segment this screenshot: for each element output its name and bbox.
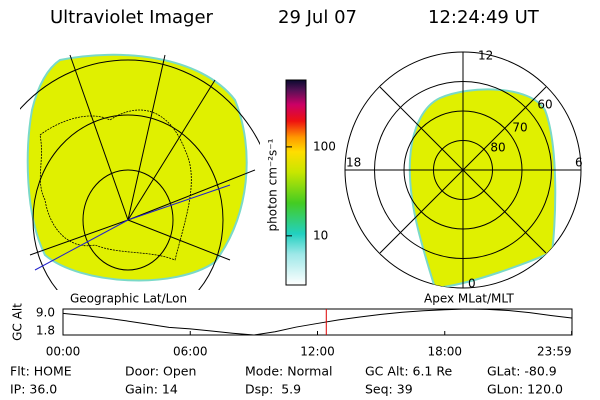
status-field: GLat: -80.9 [487,364,557,379]
status-field: GC Alt: 6.1 Re [365,364,452,379]
x-tick-label: 12:00 [300,345,335,359]
color-tick-label: 100 [313,139,336,153]
status-field: Gain: 14 [125,382,178,397]
altitude-line [62,308,572,336]
status-field: Dsp: 5.9 [245,382,301,397]
status-field: Door: Open [125,364,196,379]
mlt-label: 6 [575,156,583,170]
color-bar-label: photon cm⁻²s⁻¹ [266,138,280,231]
status-field: Seq: 39 [365,382,413,397]
mlt-label: 18 [346,156,361,170]
polar-image [344,51,582,289]
title: Ultraviolet Imager [50,7,214,28]
mlt-label: 0 [468,277,476,291]
color-tick-label: 10 [313,228,328,242]
x-tick-label: 06:00 [173,345,208,359]
apex-caption: Apex MLat/MLT [424,292,514,306]
status-field: Mode: Normal [245,364,332,379]
status-field: Flt: HOME [10,364,72,379]
mlt-label: 12 [478,49,493,63]
date: 29 Jul 07 [278,7,357,28]
color-bar [285,79,307,286]
x-tick-label: 23:59 [537,345,572,359]
lat-label: 60 [537,98,552,112]
status-field: IP: 36.0 [10,382,57,397]
x-tick-label: 00:00 [46,345,81,359]
geographic-image [20,53,260,290]
y-axis-label: GC Alt [11,303,25,341]
x-tick-label: 18:00 [427,345,462,359]
time: 12:24:49 UT [428,7,540,28]
lat-label: 70 [512,121,527,135]
geo-caption: Geographic Lat/Lon [70,292,187,306]
y-tick-label: 1.8 [36,324,55,338]
status-field: GLon: 120.0 [487,382,563,397]
lat-label: 80 [490,141,505,155]
y-tick-label: 9.0 [36,306,55,320]
